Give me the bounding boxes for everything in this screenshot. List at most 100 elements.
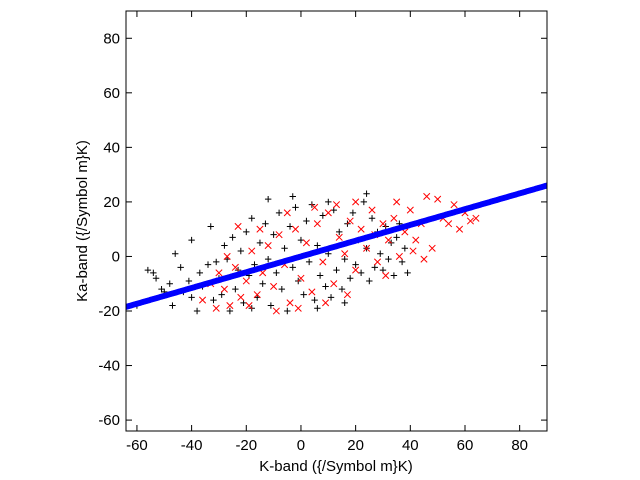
plus-marker xyxy=(270,231,277,238)
plus-marker xyxy=(243,228,250,236)
plus-marker xyxy=(264,255,272,263)
cross-marker xyxy=(275,231,283,239)
plus-marker xyxy=(152,275,160,282)
x-axis-label: K-band ({/Symbol m}K) xyxy=(259,458,412,475)
plus-marker xyxy=(314,305,321,312)
cross-marker xyxy=(466,217,475,225)
cross-marker xyxy=(455,225,464,233)
cross-marker xyxy=(248,247,256,255)
cross-marker xyxy=(198,296,207,304)
plus-marker xyxy=(232,285,239,293)
plus-marker xyxy=(267,302,275,309)
cross-marker xyxy=(368,206,376,214)
cross-marker xyxy=(472,214,480,222)
plus-marker xyxy=(237,247,245,255)
cross-marker xyxy=(294,304,302,312)
cross-marker xyxy=(223,252,231,261)
plus-marker xyxy=(341,299,348,307)
plus-marker xyxy=(305,258,313,266)
plus-marker xyxy=(196,269,204,277)
plus-marker xyxy=(322,283,329,290)
plus-marker xyxy=(248,215,255,222)
cross-marker xyxy=(245,301,253,310)
cross-marker xyxy=(395,252,403,261)
plus-marker xyxy=(229,234,236,241)
y-tick-label: -60 xyxy=(98,412,120,429)
cross-marker xyxy=(330,280,338,288)
cross-marker xyxy=(308,288,316,296)
plot-frame xyxy=(125,10,548,432)
plus-marker xyxy=(166,280,173,287)
y-tick-label: 40 xyxy=(103,139,120,156)
plus-marker xyxy=(292,204,299,211)
cross-marker xyxy=(256,225,264,233)
cross-marker xyxy=(332,201,341,209)
cross-marker xyxy=(319,258,327,266)
plus-marker xyxy=(188,236,195,244)
y-axis-label: Ka-band ({/Symbol m}K) xyxy=(74,140,91,302)
plus-marker xyxy=(327,294,335,301)
x-tick-label: 20 xyxy=(347,437,364,454)
cross-marker xyxy=(272,307,280,315)
cross-marker xyxy=(322,299,330,307)
cross-marker xyxy=(346,217,354,225)
plus-marker xyxy=(210,296,217,304)
cross-marker xyxy=(384,236,392,244)
cross-marker xyxy=(237,293,245,301)
cross-marker xyxy=(302,239,310,247)
plus-marker xyxy=(311,296,318,304)
cross-marker xyxy=(343,291,351,299)
plus-marker xyxy=(144,266,152,274)
cross-marker xyxy=(215,269,223,277)
plus-marker xyxy=(264,195,272,203)
cross-marker xyxy=(352,198,360,206)
plus-marker xyxy=(289,193,296,200)
plus-marker xyxy=(273,269,280,277)
cross-marker xyxy=(412,236,420,244)
y-tick-label: 80 xyxy=(103,30,120,47)
plus-marker xyxy=(221,242,228,249)
cross-marker xyxy=(420,255,428,263)
cross-marker xyxy=(409,247,417,255)
plus-marker xyxy=(346,275,354,282)
plus-marker xyxy=(377,250,384,257)
cross-marker xyxy=(390,214,398,222)
plus-marker xyxy=(316,272,324,279)
plus-marker xyxy=(262,220,269,227)
plus-marker xyxy=(289,264,296,271)
series-2-fit-markers xyxy=(126,182,547,310)
x-tick-label: 0 xyxy=(297,437,305,454)
plus-marker xyxy=(207,223,214,230)
x-tick-label: -20 xyxy=(235,437,257,454)
plus-marker xyxy=(169,302,176,309)
plus-marker xyxy=(281,245,288,252)
plus-marker xyxy=(193,307,201,315)
plus-marker xyxy=(275,209,283,217)
cross-marker xyxy=(234,222,242,231)
data-points xyxy=(126,182,547,315)
series-1-points xyxy=(198,192,480,315)
plus-marker xyxy=(404,269,411,277)
cross-marker xyxy=(264,241,272,250)
cross-marker xyxy=(270,282,278,291)
cross-marker xyxy=(423,192,431,201)
cross-marker xyxy=(450,201,458,209)
cross-marker xyxy=(242,277,250,285)
cross-marker xyxy=(324,209,332,217)
cross-marker xyxy=(445,220,453,228)
cross-marker xyxy=(379,220,387,228)
plus-marker xyxy=(158,285,165,293)
plus-marker xyxy=(213,258,220,266)
plus-marker xyxy=(314,242,321,249)
cross-marker xyxy=(297,274,305,282)
plus-marker xyxy=(172,250,179,257)
cross-marker xyxy=(291,225,300,233)
plus-marker xyxy=(251,261,258,268)
plus-marker xyxy=(185,277,193,285)
plus-marker xyxy=(368,215,376,222)
cross-marker xyxy=(363,244,371,252)
y-tick-label: -20 xyxy=(98,303,120,320)
cross-marker xyxy=(382,271,390,280)
plus-marker xyxy=(366,277,373,285)
cross-marker xyxy=(352,266,360,274)
